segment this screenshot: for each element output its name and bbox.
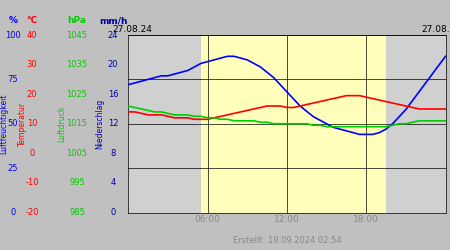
Text: Luftfeuchtigkeit: Luftfeuchtigkeit (0, 94, 9, 154)
Text: Luftdruck: Luftdruck (58, 106, 67, 142)
Text: 10: 10 (27, 119, 37, 128)
Text: 0: 0 (10, 208, 16, 217)
Text: 50: 50 (8, 119, 18, 128)
Text: 985: 985 (69, 208, 85, 217)
Text: 8: 8 (110, 149, 116, 158)
Text: °C: °C (27, 16, 37, 25)
Text: %: % (9, 16, 18, 25)
Text: 40: 40 (27, 30, 37, 40)
Text: 1015: 1015 (67, 119, 87, 128)
Text: 20: 20 (27, 90, 37, 99)
Text: hPa: hPa (68, 16, 86, 25)
Text: 100: 100 (5, 30, 21, 40)
Text: 1035: 1035 (67, 60, 88, 69)
Text: -20: -20 (25, 208, 39, 217)
Text: Temperatur: Temperatur (18, 102, 27, 146)
Text: mm/h: mm/h (99, 16, 127, 25)
Text: Niederschlag: Niederschlag (95, 98, 104, 149)
Text: 12: 12 (108, 119, 118, 128)
Text: 30: 30 (27, 60, 37, 69)
Text: Erstellt: 19.09.2024 02:54: Erstellt: 19.09.2024 02:54 (233, 236, 341, 245)
Text: 0: 0 (110, 208, 116, 217)
Text: 1025: 1025 (67, 90, 87, 99)
Text: 20: 20 (108, 60, 118, 69)
Text: 4: 4 (110, 178, 116, 188)
Text: 0: 0 (29, 149, 35, 158)
Text: -10: -10 (25, 178, 39, 188)
Text: 16: 16 (108, 90, 118, 99)
Text: 75: 75 (8, 75, 18, 84)
Bar (201, 35, 386, 212)
Text: 24: 24 (108, 30, 118, 40)
Text: 1045: 1045 (67, 30, 87, 40)
Text: 1005: 1005 (67, 149, 87, 158)
Text: 995: 995 (69, 178, 85, 188)
Text: 25: 25 (8, 164, 18, 172)
